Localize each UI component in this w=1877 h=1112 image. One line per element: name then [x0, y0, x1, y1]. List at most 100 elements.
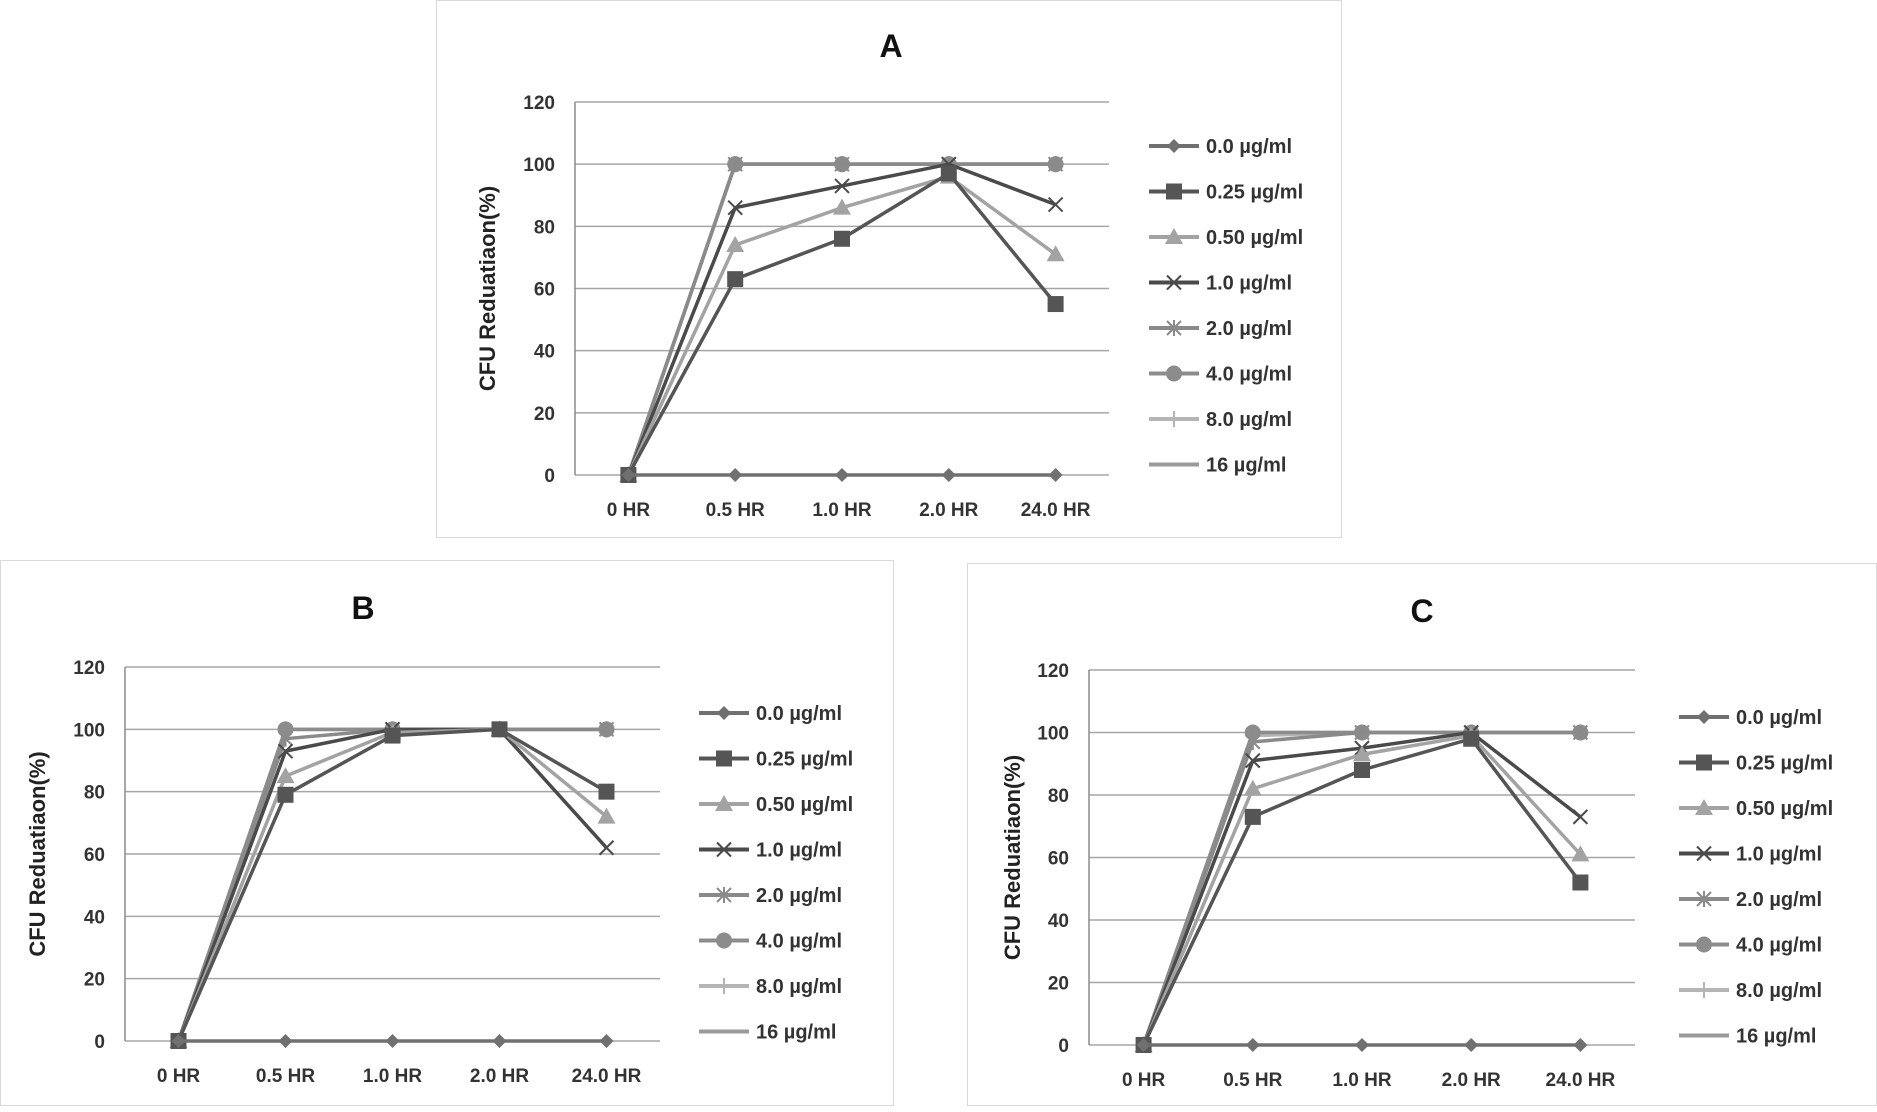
- chart-a: A 0 20 40 60 80 100 120 0 HR 0.5 HR 1.0 HR 2.0 HR 24…: [475, 28, 1303, 521]
- data-point: [1243, 779, 1262, 796]
- data-point: [1572, 809, 1589, 825]
- data-point: [727, 271, 744, 288]
- data-point: [1353, 745, 1371, 762]
- legend-item: 8.0 µg/ml: [1679, 980, 1822, 1002]
- legend-marker: [1166, 411, 1182, 427]
- y-tick-label: 20: [84, 970, 105, 991]
- x-tick-label: 0.5 HR: [706, 500, 765, 521]
- legend-item: 16 µg/ml: [1679, 1026, 1816, 1048]
- x-tick-label: 2.0 HR: [919, 500, 978, 521]
- legend-label: 4.0 µg/ml: [756, 931, 842, 953]
- legend-marker: [1696, 891, 1712, 907]
- y-tick-label: 100: [73, 720, 105, 741]
- legend-item: 0.0 µg/ml: [1149, 136, 1292, 158]
- legend-label: 4.0 µg/ml: [1206, 364, 1292, 386]
- x-tick-label: 24.0 HR: [1021, 500, 1091, 521]
- x-tick-label: 0 HR: [1122, 1070, 1166, 1091]
- legend-label: 0.25 µg/ml: [756, 749, 853, 771]
- legend-label: 0.25 µg/ml: [1206, 182, 1303, 204]
- legend-label: 8.0 µg/ml: [756, 976, 842, 998]
- x-tick-label: 1.0 HR: [812, 500, 871, 521]
- legend-label: 0.50 µg/ml: [1206, 227, 1303, 249]
- data-point: [1572, 724, 1589, 741]
- legend-item: 0.25 µg/ml: [1149, 182, 1303, 204]
- data-point: [941, 468, 956, 482]
- legend-marker: [1696, 936, 1712, 953]
- data-point: [171, 1034, 186, 1048]
- legend-marker: [1696, 754, 1712, 771]
- y-tick-label: 80: [1048, 786, 1069, 807]
- data-point: [1245, 752, 1261, 769]
- legend-label: 0.50 µg/ml: [1736, 798, 1833, 820]
- legend-item: 2.0 µg/ml: [1679, 889, 1822, 911]
- data-point: [1244, 808, 1261, 825]
- data-point: [1354, 762, 1370, 778]
- y-axis-label: CFU Reduatiaon(%): [1000, 755, 1025, 960]
- data-point: [1047, 296, 1064, 313]
- legend-marker: [717, 706, 731, 720]
- legend-label: 0.50 µg/ml: [756, 794, 853, 816]
- series-4: [170, 721, 615, 1049]
- data-point: [726, 235, 745, 252]
- data-point: [597, 807, 616, 824]
- data-point: [834, 230, 850, 247]
- data-point: [1046, 245, 1065, 262]
- legend-label: 2.0 µg/ml: [1206, 318, 1292, 340]
- legend-item: 4.0 µg/ml: [699, 931, 842, 953]
- series-1: [621, 468, 1063, 482]
- data-point: [1464, 1038, 1479, 1052]
- data-point: [277, 786, 294, 803]
- data-point: [1355, 1038, 1369, 1052]
- y-tick-label: 0: [1058, 1036, 1069, 1057]
- y-tick-label: 0: [544, 466, 555, 487]
- series-1: [171, 1034, 614, 1048]
- y-tick-label: 60: [534, 280, 555, 301]
- series-2: [170, 721, 615, 1049]
- legend-item: 8.0 µg/ml: [699, 976, 842, 998]
- legend-marker: [1166, 320, 1182, 336]
- x-tick-label: 0.5 HR: [1223, 1070, 1282, 1091]
- x-tick-label: 0 HR: [157, 1066, 201, 1087]
- y-tick-label: 60: [84, 845, 105, 866]
- data-point: [834, 156, 850, 173]
- x-tick-label: 0.5 HR: [256, 1066, 315, 1087]
- chart-title: A: [879, 28, 902, 64]
- legend-label: 2.0 µg/ml: [1736, 889, 1822, 911]
- data-point: [1136, 1038, 1151, 1052]
- legend-label: 0.25 µg/ml: [1736, 753, 1833, 775]
- data-point: [276, 767, 295, 784]
- series-2: [620, 165, 1064, 483]
- y-tick-label: 40: [1048, 911, 1069, 932]
- y-tick-label: 20: [534, 404, 555, 425]
- x-tick-label: 1.0 HR: [1332, 1070, 1391, 1091]
- data-point: [1571, 845, 1590, 862]
- data-point: [1463, 730, 1480, 747]
- legend-marker: [716, 750, 732, 767]
- legend-marker: [715, 795, 733, 811]
- y-tick-label: 120: [1037, 661, 1069, 682]
- legend-marker: [716, 887, 732, 903]
- chart-title: B: [351, 590, 374, 626]
- x-tick-label: 2.0 HR: [1442, 1070, 1501, 1091]
- series-3: [619, 167, 1065, 482]
- chart-b: B 0 20 40 60 80 100 120 0 HR 0.5 HR 1.0 HR 2.0 HR 24…: [25, 590, 853, 1087]
- data-point: [599, 1034, 614, 1048]
- data-point: [728, 468, 743, 482]
- y-tick-label: 40: [534, 342, 555, 363]
- x-tick-label: 24.0 HR: [1546, 1070, 1616, 1091]
- legend-label: 0.0 µg/ml: [756, 703, 842, 725]
- legend-label: 2.0 µg/ml: [756, 885, 842, 907]
- legend-label: 1.0 µg/ml: [756, 840, 842, 862]
- legend-marker: [1165, 228, 1183, 244]
- x-tick-label: 1.0 HR: [363, 1066, 422, 1087]
- data-point: [277, 730, 294, 747]
- legend-item: 2.0 µg/ml: [1149, 318, 1292, 340]
- legend-label: 0.0 µg/ml: [1206, 136, 1292, 158]
- y-tick-label: 100: [1037, 724, 1069, 745]
- y-tick-label: 100: [523, 155, 555, 176]
- legend-item: 1.0 µg/ml: [699, 840, 842, 862]
- data-point: [598, 721, 615, 738]
- data-point: [598, 840, 615, 856]
- y-tick-label: 120: [73, 658, 105, 679]
- series-line: [626, 174, 1057, 476]
